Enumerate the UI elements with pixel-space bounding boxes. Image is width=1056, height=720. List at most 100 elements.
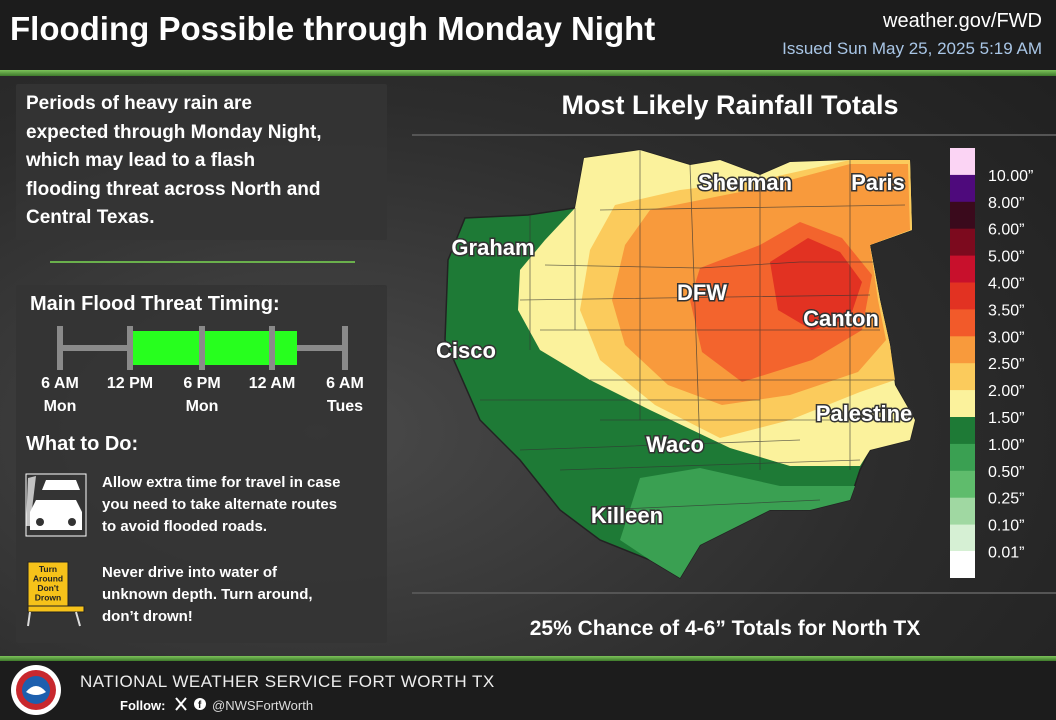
city-labels: Sherman Paris Graham DFW Canton Cisco Palestin… bbox=[435, 169, 914, 530]
timing-title: Main Flood Threat Timing: bbox=[30, 293, 280, 315]
legend-label: 10.00” bbox=[988, 168, 1033, 185]
traffic-icon bbox=[25, 473, 87, 537]
legend-swatch bbox=[950, 443, 975, 472]
legend: 10.00” 8.00” 6.00” 5.00” 4.00” 3.50” 3.00” 2.50… bbox=[950, 148, 1033, 562]
text-line: expected through Monday Night, bbox=[26, 121, 322, 143]
city-label: Palestine bbox=[816, 401, 913, 426]
timeline-tick bbox=[199, 326, 205, 370]
legend-swatch bbox=[950, 282, 975, 310]
city-label: Canton bbox=[803, 306, 879, 331]
legend-swatch bbox=[950, 309, 975, 337]
footer-rule bbox=[0, 656, 1056, 661]
time-label: 12 AM bbox=[249, 375, 296, 392]
legend-swatch bbox=[950, 255, 975, 283]
social-handle: @NWSFortWorth bbox=[212, 698, 314, 713]
city-label: Graham bbox=[451, 235, 534, 260]
text-line: Central Texas. bbox=[26, 207, 155, 228]
city-label: DFW bbox=[677, 280, 727, 305]
text-line: you need to take alternate routes bbox=[102, 496, 338, 513]
legend-label: 1.50” bbox=[988, 410, 1024, 427]
issued-time: Issued Sun May 25, 2025 5:19 AM bbox=[782, 39, 1042, 58]
time-label: 6 AM bbox=[326, 375, 364, 392]
legend-swatch bbox=[950, 497, 975, 526]
text-line: flooding threat across North and bbox=[26, 178, 321, 200]
header-rule bbox=[0, 70, 1056, 76]
city-label: Killeen bbox=[591, 503, 663, 528]
summary-box bbox=[16, 84, 387, 240]
legend-swatch bbox=[950, 470, 975, 499]
legend-swatch bbox=[950, 524, 975, 552]
city-label: Sherman bbox=[698, 170, 792, 195]
legend-swatch bbox=[950, 336, 975, 364]
legend-label: 0.25” bbox=[988, 491, 1024, 508]
timeline-tick bbox=[342, 326, 348, 370]
map-note: 25% Chance of 4-6” Totals for North TX bbox=[530, 617, 921, 640]
text-line: Periods of heavy rain are bbox=[26, 93, 252, 114]
rainfall-map bbox=[444, 149, 916, 580]
legend-label: 2.00” bbox=[988, 383, 1024, 400]
legend-label: 2.50” bbox=[988, 356, 1024, 373]
legend-swatch bbox=[950, 390, 975, 418]
legend-swatch bbox=[950, 228, 975, 257]
office-name: NATIONAL WEATHER SERVICE FORT WORTH TX bbox=[80, 672, 495, 691]
legend-label: 0.10” bbox=[988, 518, 1024, 535]
page-title: Flooding Possible through Monday Night bbox=[10, 10, 656, 47]
timeline-tick bbox=[127, 326, 133, 370]
legend-label: 6.00” bbox=[988, 222, 1024, 239]
legend-swatch bbox=[950, 174, 975, 203]
social-icons: f bbox=[175, 697, 206, 711]
day-label: Mon bbox=[44, 398, 77, 415]
sign-text: Around bbox=[33, 574, 63, 584]
timeline-tick bbox=[269, 326, 275, 370]
county-lines bbox=[480, 150, 910, 511]
text-line: Allow extra time for travel in case bbox=[102, 474, 341, 491]
action-text: Allow extra time for travel in case you n… bbox=[102, 472, 340, 538]
summary-text: Periods of heavy rain are expected throug… bbox=[26, 90, 322, 233]
svg-text:f: f bbox=[198, 700, 202, 711]
follow-label: Follow: bbox=[120, 698, 166, 713]
action-text: Never drive into water of unknown depth. … bbox=[102, 562, 313, 628]
sign-text: Turn bbox=[39, 564, 57, 574]
legend-label: 1.00” bbox=[988, 437, 1024, 454]
timeline-tick bbox=[57, 326, 63, 370]
sign-text: Don't bbox=[37, 583, 59, 593]
city-label: Waco bbox=[646, 432, 704, 457]
city-label: Cisco bbox=[436, 338, 496, 363]
time-label: 12 PM bbox=[107, 375, 153, 392]
text-line: Never drive into water of bbox=[102, 564, 278, 581]
text-line: don’t drown! bbox=[102, 608, 193, 625]
actions-title: What to Do: bbox=[26, 433, 139, 455]
text-line: to avoid flooded roads. bbox=[102, 518, 268, 535]
header-bar bbox=[0, 0, 1056, 70]
website: weather.gov/FWD bbox=[883, 10, 1042, 32]
zone-light-green bbox=[620, 468, 855, 578]
legend-swatch bbox=[950, 417, 975, 445]
sign-text: Drown bbox=[35, 593, 61, 603]
legend-label: 0.50” bbox=[988, 464, 1024, 481]
map-title: Most Likely Rainfall Totals bbox=[561, 90, 898, 120]
text-line: unknown depth. Turn around, bbox=[102, 586, 313, 603]
city-label: Paris bbox=[851, 170, 905, 195]
legend-swatch bbox=[950, 148, 975, 176]
day-label: Mon bbox=[186, 398, 219, 415]
legend-swatch bbox=[950, 363, 975, 391]
text-line: which may lead to a flash bbox=[26, 150, 256, 171]
legend-label: 5.00” bbox=[988, 249, 1024, 266]
legend-label: 3.50” bbox=[988, 302, 1024, 319]
legend-label: 4.00” bbox=[988, 276, 1024, 293]
time-label: 6 PM bbox=[183, 375, 220, 392]
divider bbox=[50, 261, 355, 263]
time-label: 6 AM bbox=[41, 375, 79, 392]
footer-bar bbox=[0, 661, 1056, 720]
legend-swatch bbox=[950, 201, 975, 230]
zone-red bbox=[770, 238, 862, 330]
nws-logo bbox=[11, 665, 61, 715]
legend-label: 0.01” bbox=[988, 545, 1024, 562]
legend-swatch bbox=[950, 551, 975, 578]
legend-label: 8.00” bbox=[988, 195, 1024, 212]
legend-label: 3.00” bbox=[988, 329, 1024, 346]
day-label: Tues bbox=[327, 398, 363, 415]
